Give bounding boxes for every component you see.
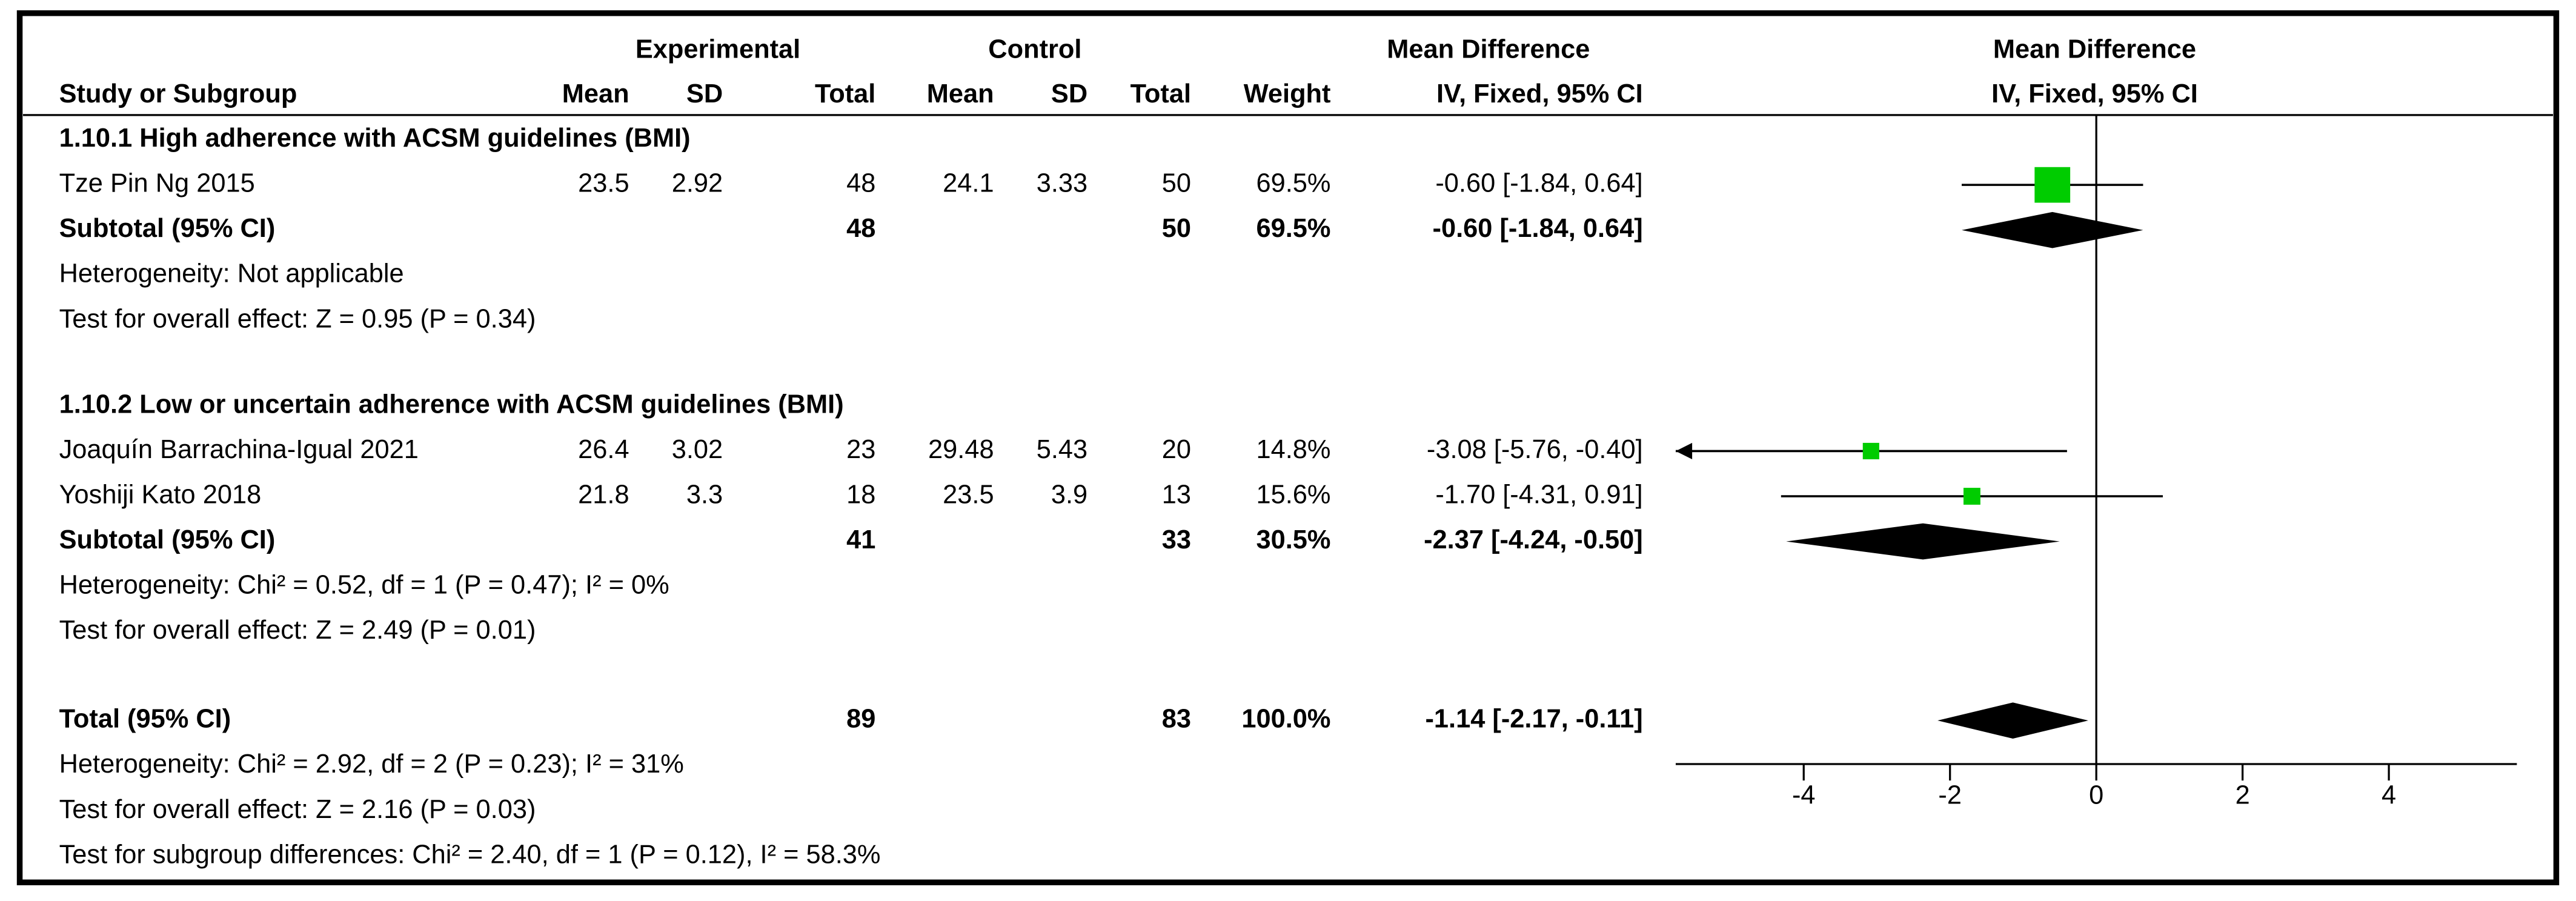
table-cell: -2.37 [-4.24, -0.50] (1424, 525, 1643, 554)
column-header: Mean (927, 79, 994, 108)
column-header: Total (815, 79, 875, 108)
summary-diamond (1937, 702, 2088, 739)
x-tick-label: 4 (2382, 781, 2396, 810)
table-cell: 14.8% (1256, 435, 1331, 464)
table-cell: 89 (846, 705, 875, 734)
table-cell: 24.1 (943, 169, 994, 198)
column-header: SD (1051, 79, 1087, 108)
table-cell: 69.5% (1256, 214, 1331, 243)
table-cell: 30.5% (1256, 525, 1331, 554)
table-cell: 3.33 (1037, 169, 1087, 198)
x-tick-label: -2 (1938, 781, 1962, 810)
note: Heterogeneity: Not applicable (59, 259, 404, 288)
subgroup-title: 1.10.2 Low or uncertain adherence with A… (59, 390, 844, 419)
table-cell: -0.60 [-1.84, 0.64] (1435, 169, 1642, 198)
table-cell: 13 (1162, 480, 1191, 509)
table-cell: 21.8 (578, 480, 629, 509)
study-square (1862, 442, 1879, 460)
ci-arrow (1675, 442, 1693, 460)
summary-diamond (1786, 523, 2060, 560)
x-tick-label: -4 (1792, 781, 1816, 810)
table-cell: 33 (1162, 525, 1191, 554)
table-cell: 48 (846, 214, 875, 243)
table-cell: 23.5 (578, 169, 629, 198)
group-header: Control (988, 35, 1081, 64)
column-header: Study or Subgroup (59, 79, 297, 108)
table-cell: 23.5 (943, 480, 994, 509)
column-header: Mean (562, 79, 629, 108)
note: Heterogeneity: Chi² = 0.52, df = 1 (P = … (59, 571, 669, 600)
x-tick-label: 0 (2089, 781, 2103, 810)
table-cell: 3.3 (686, 480, 723, 509)
table-cell: 26.4 (578, 435, 629, 464)
table-cell: 100.0% (1241, 705, 1330, 734)
table-cell: 23 (846, 435, 875, 464)
x-tick-label: 2 (2236, 781, 2250, 810)
summary-name: Subtotal (95% CI) (59, 525, 276, 554)
table-cell: 15.6% (1256, 480, 1331, 509)
note: Test for subgroup differences: Chi² = 2.… (59, 840, 881, 869)
study-square (2034, 167, 2071, 203)
summary-name: Total (95% CI) (59, 705, 231, 734)
table-cell: -0.60 [-1.84, 0.64] (1433, 214, 1643, 243)
table-cell: 29.48 (928, 435, 994, 464)
study-name: Tze Pin Ng 2015 (59, 169, 255, 198)
table-cell: 2.92 (672, 169, 723, 198)
table-cell: 3.02 (672, 435, 723, 464)
summary-name: Subtotal (95% CI) (59, 214, 276, 243)
table-cell: -1.70 [-4.31, 0.91] (1435, 480, 1642, 509)
note: Test for overall effect: Z = 0.95 (P = 0… (59, 304, 536, 333)
table-cell: -3.08 [-5.76, -0.40] (1427, 435, 1643, 464)
table-cell: 48 (846, 169, 875, 198)
study-name: Joaquín Barrachina-Igual 2021 (59, 435, 419, 464)
note: Heterogeneity: Chi² = 2.92, df = 2 (P = … (59, 750, 684, 779)
table-cell: 41 (846, 525, 875, 554)
plot-title: Mean Difference (1993, 35, 2196, 64)
frame (16, 10, 2560, 886)
study-square (1964, 488, 1980, 505)
column-header: Total (1130, 79, 1191, 108)
subgroup-title: 1.10.1 High adherence with ACSM guidelin… (59, 124, 691, 153)
table-cell: 50 (1162, 214, 1191, 243)
study-name: Yoshiji Kato 2018 (59, 480, 262, 509)
table-cell: 50 (1162, 169, 1191, 198)
note: Test for overall effect: Z = 2.16 (P = 0… (59, 795, 536, 824)
effect-header: Mean Difference (1387, 35, 1590, 64)
column-header: Weight (1244, 79, 1331, 108)
table-cell: 83 (1162, 705, 1191, 734)
group-header: Experimental (636, 35, 800, 64)
table-cell: 18 (846, 480, 875, 509)
note: Test for overall effect: Z = 2.49 (P = 0… (59, 616, 536, 645)
effect-method: IV, Fixed, 95% CI (1436, 79, 1643, 108)
table-cell: -1.14 [-2.17, -0.11] (1425, 705, 1642, 734)
table-cell: 3.9 (1051, 480, 1087, 509)
table-cell: 5.43 (1037, 435, 1087, 464)
table-cell: 20 (1162, 435, 1191, 464)
column-header: SD (686, 79, 723, 108)
table-cell: 69.5% (1256, 169, 1331, 198)
plot-method: IV, Fixed, 95% CI (1991, 79, 2198, 108)
